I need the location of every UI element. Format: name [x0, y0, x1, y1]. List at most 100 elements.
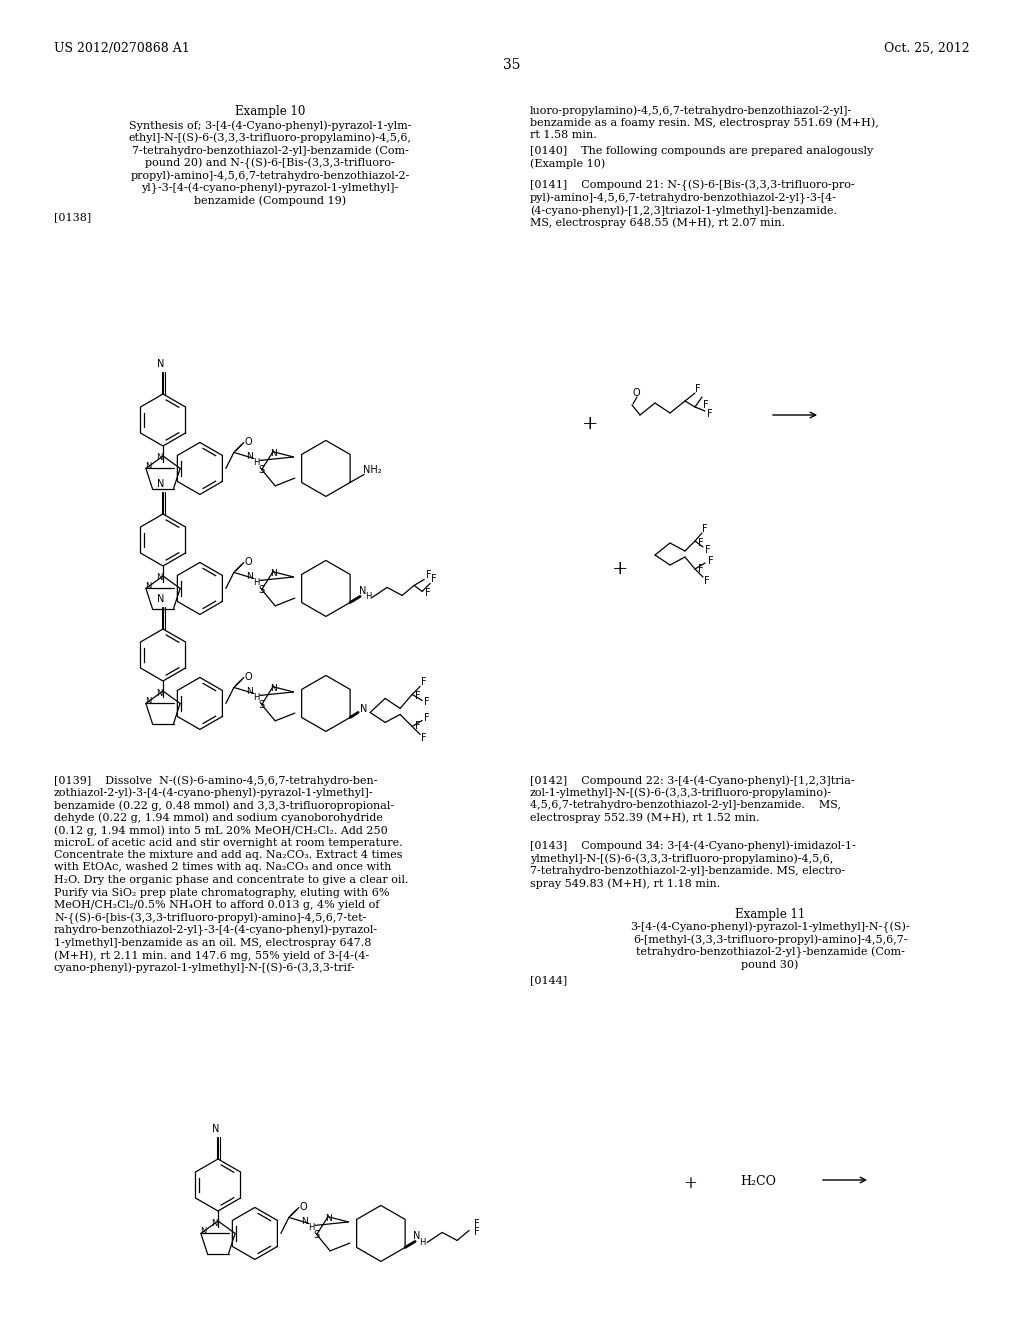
Text: H: H	[307, 1222, 314, 1232]
Text: N: N	[144, 697, 152, 706]
Text: cyano-phenyl)-pyrazol-1-ylmethyl]-N-[(S)-6-(3,3,3-trif-: cyano-phenyl)-pyrazol-1-ylmethyl]-N-[(S)…	[54, 962, 355, 973]
Text: rt 1.58 min.: rt 1.58 min.	[530, 129, 597, 140]
Text: (4-cyano-phenyl)-[1,2,3]triazol-1-ylmethyl]-benzamide.: (4-cyano-phenyl)-[1,2,3]triazol-1-ylmeth…	[530, 205, 837, 215]
Text: Synthesis of; 3-[4-(4-Cyano-phenyl)-pyrazol-1-ylm-: Synthesis of; 3-[4-(4-Cyano-phenyl)-pyra…	[129, 120, 412, 131]
Text: spray 549.83 (M+H), rt 1.18 min.: spray 549.83 (M+H), rt 1.18 min.	[530, 878, 720, 888]
Text: F: F	[695, 384, 700, 393]
Text: O: O	[244, 672, 252, 682]
Text: NH₂: NH₂	[362, 466, 382, 475]
Text: microL of acetic acid and stir overnight at room temperature.: microL of acetic acid and stir overnight…	[54, 837, 402, 847]
Text: zol-1-ylmethyl]-N-[(S)-6-(3,3,3-trifluoro-propylamino)-: zol-1-ylmethyl]-N-[(S)-6-(3,3,3-trifluor…	[530, 788, 833, 799]
Text: F: F	[426, 570, 432, 581]
Text: O: O	[244, 437, 252, 447]
Text: F: F	[421, 734, 427, 743]
Text: F: F	[431, 574, 437, 585]
Text: benzamide (Compound 19): benzamide (Compound 19)	[194, 195, 346, 206]
Text: N: N	[211, 1218, 217, 1228]
Text: Concentrate the mixture and add aq. Na₂CO₃. Extract 4 times: Concentrate the mixture and add aq. Na₂C…	[54, 850, 402, 861]
Text: N: N	[301, 1217, 308, 1226]
Text: S: S	[313, 1229, 319, 1239]
Text: N: N	[156, 454, 162, 462]
Text: S: S	[259, 465, 265, 475]
Text: pyl)-amino]-4,5,6,7-tetrahydro-benzothiazol-2-yl}-3-[4-: pyl)-amino]-4,5,6,7-tetrahydro-benzothia…	[530, 193, 837, 203]
Text: N: N	[156, 573, 162, 582]
Text: pound 30): pound 30)	[741, 960, 799, 970]
Text: 7-tetrahydro-benzothiazol-2-yl]-benzamide (Com-: 7-tetrahydro-benzothiazol-2-yl]-benzamid…	[131, 145, 409, 156]
Text: N: N	[247, 686, 253, 696]
Text: Oct. 25, 2012: Oct. 25, 2012	[885, 42, 970, 55]
Text: N: N	[247, 451, 253, 461]
Text: F: F	[709, 556, 714, 566]
Text: N: N	[158, 479, 165, 488]
Text: N: N	[414, 1232, 421, 1241]
Text: F: F	[424, 713, 430, 723]
Text: 1-ylmethyl]-benzamide as an oil. MS, electrospray 647.8: 1-ylmethyl]-benzamide as an oil. MS, ele…	[54, 937, 372, 948]
Text: N: N	[269, 684, 276, 693]
Text: N: N	[158, 594, 165, 605]
Text: 4,5,6,7-tetrahydro-benzothiazol-2-yl]-benzamide.    MS,: 4,5,6,7-tetrahydro-benzothiazol-2-yl]-be…	[530, 800, 841, 810]
Text: H: H	[419, 1238, 425, 1247]
Text: 6-[methyl-(3,3,3-trifluoro-propyl)-amino]-4,5,6,7-: 6-[methyl-(3,3,3-trifluoro-propyl)-amino…	[633, 935, 907, 945]
Text: H: H	[253, 578, 259, 587]
Text: rahydro-benzothiazol-2-yl}-3-[4-(4-cyano-phenyl)-pyrazol-: rahydro-benzothiazol-2-yl}-3-[4-(4-cyano…	[54, 925, 378, 936]
Text: N: N	[269, 449, 276, 458]
Text: N: N	[200, 1226, 206, 1236]
Text: N: N	[156, 689, 162, 697]
Text: [0139]    Dissolve  N-((S)-6-amino-4,5,6,7-tetrahydro-ben-: [0139] Dissolve N-((S)-6-amino-4,5,6,7-t…	[54, 775, 378, 785]
Text: MS, electrospray 648.55 (M+H), rt 2.07 min.: MS, electrospray 648.55 (M+H), rt 2.07 m…	[530, 218, 785, 228]
Text: Example 10: Example 10	[234, 106, 305, 117]
Text: H: H	[253, 693, 259, 702]
Text: N: N	[158, 359, 165, 370]
Text: F: F	[708, 409, 713, 418]
Text: H: H	[253, 458, 259, 467]
Text: tetrahydro-benzothiazol-2-yl}-benzamide (Com-: tetrahydro-benzothiazol-2-yl}-benzamide …	[636, 946, 904, 958]
Text: [0143]    Compound 34: 3-[4-(4-Cyano-phenyl)-imidazol-1-: [0143] Compound 34: 3-[4-(4-Cyano-phenyl…	[530, 841, 856, 851]
Text: N: N	[325, 1214, 332, 1224]
Text: [0138]: [0138]	[54, 213, 91, 223]
Text: +: +	[611, 560, 629, 578]
Text: propyl)-amino]-4,5,6,7-tetrahydro-benzothiazol-2-: propyl)-amino]-4,5,6,7-tetrahydro-benzot…	[130, 170, 410, 181]
Text: F: F	[705, 576, 710, 586]
Text: (Example 10): (Example 10)	[530, 158, 605, 169]
Text: O: O	[244, 557, 252, 568]
Text: MeOH/CH₂Cl₂/0.5% NH₄OH to afford 0.013 g, 4% yield of: MeOH/CH₂Cl₂/0.5% NH₄OH to afford 0.013 g…	[54, 900, 379, 909]
Text: F: F	[702, 524, 708, 535]
Text: H: H	[365, 591, 372, 601]
Text: electrospray 552.39 (M+H), rt 1.52 min.: electrospray 552.39 (M+H), rt 1.52 min.	[530, 813, 760, 824]
Text: luoro-propylamino)-4,5,6,7-tetrahydro-benzothiazol-2-yl]-: luoro-propylamino)-4,5,6,7-tetrahydro-be…	[530, 106, 852, 116]
Text: O: O	[632, 388, 640, 399]
Text: yl}-3-[4-(4-cyano-phenyl)-pyrazol-1-ylmethyl]-: yl}-3-[4-(4-cyano-phenyl)-pyrazol-1-ylme…	[141, 182, 398, 194]
Text: Example 11: Example 11	[735, 908, 805, 921]
Text: O: O	[299, 1203, 307, 1213]
Text: benzamide as a foamy resin. MS, electrospray 551.69 (M+H),: benzamide as a foamy resin. MS, electros…	[530, 117, 879, 128]
Text: N: N	[144, 462, 152, 471]
Text: N: N	[212, 1125, 220, 1134]
Text: N: N	[247, 572, 253, 581]
Text: Purify via SiO₂ prep plate chromatography, eluting with 6%: Purify via SiO₂ prep plate chromatograph…	[54, 887, 389, 898]
Text: N: N	[360, 705, 368, 714]
Text: +: +	[683, 1175, 697, 1192]
Text: S: S	[259, 700, 265, 710]
Text: (0.12 g, 1.94 mmol) into 5 mL 20% MeOH/CH₂Cl₂. Add 250: (0.12 g, 1.94 mmol) into 5 mL 20% MeOH/C…	[54, 825, 388, 836]
Text: ethyl]-N-[(S)-6-(3,3,3-trifluoro-propylamino)-4,5,6,: ethyl]-N-[(S)-6-(3,3,3-trifluoro-propyla…	[128, 132, 412, 143]
Text: 35: 35	[503, 58, 521, 73]
Text: F: F	[703, 400, 709, 411]
Text: ylmethyl]-N-[(S)-6-(3,3,3-trifluoro-propylamino)-4,5,6,: ylmethyl]-N-[(S)-6-(3,3,3-trifluoro-prop…	[530, 853, 834, 863]
Text: F: F	[424, 697, 430, 708]
Text: F: F	[706, 545, 711, 554]
Text: N: N	[269, 569, 276, 578]
Text: [0142]    Compound 22: 3-[4-(4-Cyano-phenyl)-[1,2,3]tria-: [0142] Compound 22: 3-[4-(4-Cyano-phenyl…	[530, 775, 855, 785]
Text: F: F	[698, 539, 703, 548]
Text: F: F	[416, 722, 421, 731]
Text: H₂O. Dry the organic phase and concentrate to give a clear oil.: H₂O. Dry the organic phase and concentra…	[54, 875, 409, 884]
Text: [0144]: [0144]	[530, 975, 567, 985]
Text: +: +	[582, 414, 598, 433]
Text: S: S	[259, 585, 265, 594]
Text: benzamide (0.22 g, 0.48 mmol) and 3,3,3-trifluoropropional-: benzamide (0.22 g, 0.48 mmol) and 3,3,3-…	[54, 800, 394, 810]
Text: F: F	[474, 1228, 480, 1237]
Text: 7-tetrahydro-benzothiazol-2-yl]-benzamide. MS, electro-: 7-tetrahydro-benzothiazol-2-yl]-benzamid…	[530, 866, 845, 875]
Text: [0140]    The following compounds are prepared analogously: [0140] The following compounds are prepa…	[530, 145, 873, 156]
Text: (M+H), rt 2.11 min. and 147.6 mg, 55% yield of 3-[4-(4-: (M+H), rt 2.11 min. and 147.6 mg, 55% yi…	[54, 950, 370, 961]
Text: US 2012/0270868 A1: US 2012/0270868 A1	[54, 42, 189, 55]
Text: F: F	[416, 692, 421, 701]
